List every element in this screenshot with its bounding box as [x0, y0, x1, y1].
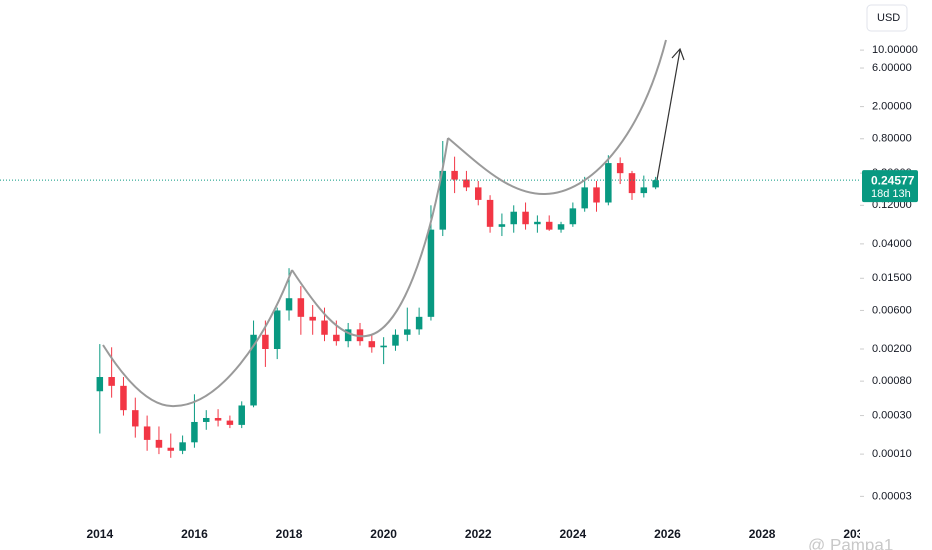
plot-area: 2014 2016 2018 2020 2022 2024 2026 2028 2030	[0, 141, 870, 541]
y-tick-label: 0.12000	[872, 199, 912, 211]
y-tick-label: 0.01500	[872, 272, 912, 284]
candle-body	[581, 187, 588, 209]
candle-body	[297, 298, 305, 317]
candle-body	[616, 163, 624, 174]
candle-body	[415, 316, 423, 330]
candle-body	[155, 439, 163, 448]
candle-body	[96, 377, 104, 392]
watermark: @ Pampa1	[808, 535, 893, 550]
arc	[102, 269, 293, 408]
candle-body	[143, 426, 151, 440]
y-tick-label: 0.80000	[872, 133, 912, 145]
y-tick-label: 0.00030	[872, 409, 912, 421]
candle-body	[439, 170, 447, 230]
candle-body	[309, 316, 316, 321]
candle-body	[404, 329, 411, 335]
candle-body	[486, 199, 494, 227]
drawings	[102, 39, 685, 408]
countdown: 18d 13h	[871, 188, 911, 200]
candle-body	[333, 334, 340, 342]
candle-body	[380, 345, 387, 348]
candle-body	[569, 208, 577, 225]
y-tick-label: 0.00600	[872, 304, 912, 316]
candle-body	[132, 410, 139, 427]
x-tick-label: 2024	[560, 527, 587, 541]
candle-body	[179, 442, 186, 451]
candle-body	[250, 334, 257, 406]
candle-body	[191, 421, 198, 443]
currency[interactable]: USD	[877, 12, 900, 24]
candle-body	[392, 334, 399, 346]
candle-body	[238, 405, 245, 425]
candle-body	[640, 187, 648, 194]
x-tick-label: 2022	[465, 527, 492, 541]
candle-body	[652, 180, 659, 188]
y-tick-label: 10.00000	[872, 44, 918, 56]
candle-body	[108, 377, 115, 386]
arc	[447, 39, 667, 196]
arc	[291, 137, 449, 338]
candle-body	[273, 310, 281, 349]
candle-body	[202, 417, 210, 422]
candle-body	[120, 385, 127, 411]
candle-body	[474, 187, 482, 200]
y-tick-label: 2.00000	[872, 100, 912, 112]
candle-body	[226, 420, 234, 425]
candle-body	[545, 221, 553, 230]
candle-body	[451, 170, 458, 180]
candle-body	[463, 179, 470, 188]
candle-body	[605, 163, 612, 203]
candle-body	[368, 341, 376, 348]
y-tick-label: 0.00080	[872, 375, 912, 387]
y-tick-label: 0.00010	[872, 448, 912, 460]
y-tick-label: 0.00200	[872, 343, 912, 355]
x-tick-label: 2026	[654, 527, 681, 541]
candle-body	[557, 224, 565, 230]
candle-body	[321, 320, 328, 335]
y-tick-label: 0.00003	[872, 490, 912, 502]
currency-button[interactable]	[866, 4, 908, 32]
candle-body	[628, 173, 636, 194]
price-label: 0.24577	[871, 173, 915, 187]
arrow	[656, 47, 685, 181]
price-axis: 10.000006.000002.000000.800000.300000.12…	[860, 44, 918, 502]
y-tick-label: 6.00000	[872, 62, 912, 74]
x-tick-label: 2018	[276, 527, 303, 541]
candle-body	[285, 298, 293, 311]
candle-body	[510, 211, 517, 225]
candle-body	[167, 447, 175, 451]
candle-body	[522, 211, 529, 225]
x-tick-label: 2014	[86, 527, 113, 541]
y-tick-label: 0.04000	[872, 238, 912, 250]
candle-body	[593, 187, 600, 203]
price-axis-panel	[860, 0, 932, 550]
candle-body	[498, 224, 506, 227]
candle-body	[534, 221, 541, 225]
candle-body	[427, 229, 435, 317]
x-tick-label: 2028	[749, 527, 776, 541]
price-label-box	[862, 170, 918, 203]
candle-body	[344, 329, 352, 342]
x-tick-label: 2020	[370, 527, 397, 541]
candle-body	[262, 334, 269, 349]
candle-body	[214, 417, 222, 421]
x-tick-label: 2016	[181, 527, 208, 541]
